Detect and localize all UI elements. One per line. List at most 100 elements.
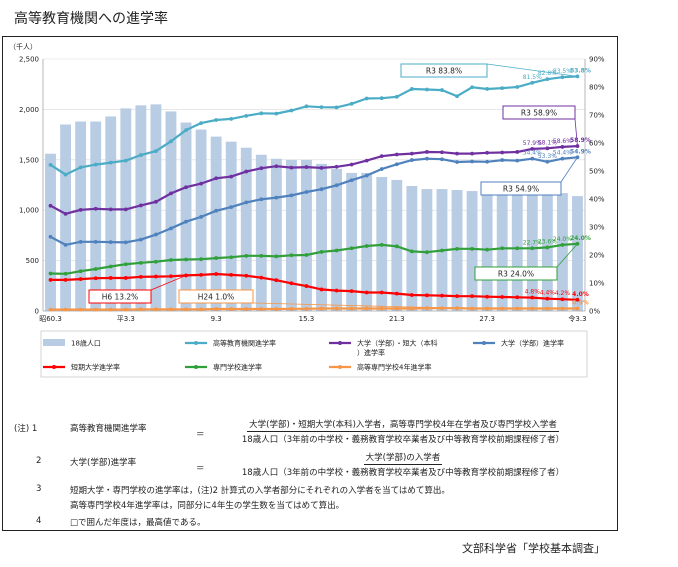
point-label-univ: 54.4%: [553, 150, 572, 157]
bar-18-population: [331, 168, 343, 311]
point-univ-junior: [470, 151, 474, 156]
point-junior-college: [78, 277, 83, 281]
point-kosen: [575, 306, 580, 311]
legend-marker: [338, 341, 342, 345]
x-tick-label: 9.3: [211, 315, 222, 323]
point-junior-college: [304, 284, 309, 288]
left-tick-label: 500: [26, 257, 39, 265]
point-label-higher-ed: 82.8%: [538, 70, 557, 77]
point-label-univ-junior: 58.9%: [570, 137, 591, 144]
point-label-junior-college: 4.8%: [525, 289, 541, 296]
point-label-univ: 54.4%: [523, 150, 542, 157]
point-kosen: [334, 306, 339, 311]
point-label-univ-junior: 57.9%: [523, 140, 542, 147]
point-higher-ed: [304, 104, 309, 109]
note-1-equals: ＝: [196, 430, 205, 440]
point-univ: [78, 239, 83, 244]
right-tick-label: 40%: [589, 196, 605, 204]
point-univ-junior: [199, 181, 203, 186]
point-univ-junior: [319, 166, 324, 170]
right-tick-label: 70%: [589, 112, 605, 120]
point-junior-college: [154, 274, 158, 279]
point-junior-college: [244, 273, 249, 278]
point-junior-college: [123, 276, 128, 280]
point-vocational: [425, 250, 429, 255]
point-univ: [530, 156, 535, 161]
bar-18-population: [572, 196, 583, 311]
point-univ: [440, 157, 444, 162]
point-higher-ed: [334, 105, 339, 110]
point-kosen: [515, 306, 520, 311]
point-kosen: [364, 306, 369, 311]
point-univ: [304, 190, 309, 194]
callout-box: [474, 266, 558, 281]
point-univ-junior: [214, 176, 219, 181]
point-univ: [364, 173, 369, 178]
line-junior-college: [50, 272, 578, 301]
point-higher-ed: [364, 96, 369, 101]
bar-18-population: [210, 136, 222, 311]
point-kosen: [304, 306, 309, 311]
point-univ-junior: [500, 150, 505, 155]
point-higher-ed: [289, 108, 294, 113]
point-kosen: [379, 306, 384, 311]
point-univ: [108, 240, 113, 245]
callout-leader: [486, 63, 578, 77]
point-univ-junior: [409, 151, 414, 156]
bar-18-population: [105, 116, 117, 312]
point-kosen: [184, 307, 188, 312]
note-2-label: 2: [36, 456, 42, 466]
point-higher-ed: [425, 87, 429, 92]
line-univ: [49, 156, 578, 247]
point-univ-junior: [455, 151, 459, 156]
point-junior-college: [48, 278, 53, 282]
point-junior-college: [379, 290, 384, 295]
point-vocational: [545, 245, 550, 250]
point-univ: [229, 205, 234, 210]
bar-18-population: [240, 147, 252, 311]
point-vocational: [560, 243, 565, 247]
note-3-line-1: 短期大学・専門学校の進学率は，(注)2 計算式の入学者部分にそれぞれの入学者を当…: [70, 486, 450, 496]
point-junior-college: [289, 281, 294, 286]
point-higher-ed: [63, 172, 68, 177]
point-higher-ed: [349, 101, 354, 106]
bar-18-population: [225, 141, 237, 311]
note-1-name: 高等教育機関進学率: [70, 424, 147, 434]
point-vocational: [138, 260, 143, 265]
point-vocational: [244, 253, 249, 258]
bar-18-population: [150, 104, 162, 311]
point-univ-junior: [334, 164, 339, 169]
point-univ: [425, 156, 429, 161]
legend-label-cont: ）進学率: [357, 348, 385, 357]
point-higher-ed: [409, 87, 414, 91]
right-tick-label: 80%: [589, 84, 605, 92]
note-2-equals: ＝: [196, 464, 205, 474]
point-higher-ed: [199, 121, 203, 126]
callout-leader: [252, 302, 458, 309]
legend-label: 高等教育機関進学率: [213, 339, 276, 348]
bar-18-population: [526, 191, 538, 311]
point-junior-college: [394, 291, 399, 296]
bar-18-population: [346, 172, 358, 311]
point-junior-college: [108, 276, 113, 280]
point-univ: [394, 162, 399, 167]
point-higher-ed: [93, 162, 98, 167]
point-univ-junior: [93, 206, 98, 211]
bar-18-population: [45, 153, 56, 311]
point-label-univ-junior: 58.6%: [553, 138, 572, 145]
figure-frame: 0 500 1,000 1,500 2,000 2,500 0% 10% 20% 30% 40% 50…: [2, 36, 618, 531]
callout-label: R3 58.9%: [521, 109, 557, 118]
point-kosen: [289, 306, 294, 311]
bar-18-population: [180, 122, 192, 311]
point-kosen: [154, 307, 158, 312]
point-univ-junior: [379, 154, 384, 159]
point-kosen: [349, 306, 354, 311]
point-label-kosen: 0.9%: [572, 299, 589, 306]
point-kosen: [259, 307, 264, 311]
point-univ: [545, 159, 550, 164]
point-vocational: [289, 253, 294, 258]
bar-18-population: [60, 124, 72, 312]
point-vocational: [304, 253, 309, 257]
bar-18-population: [75, 121, 87, 311]
right-tick-label: 50%: [589, 168, 605, 176]
